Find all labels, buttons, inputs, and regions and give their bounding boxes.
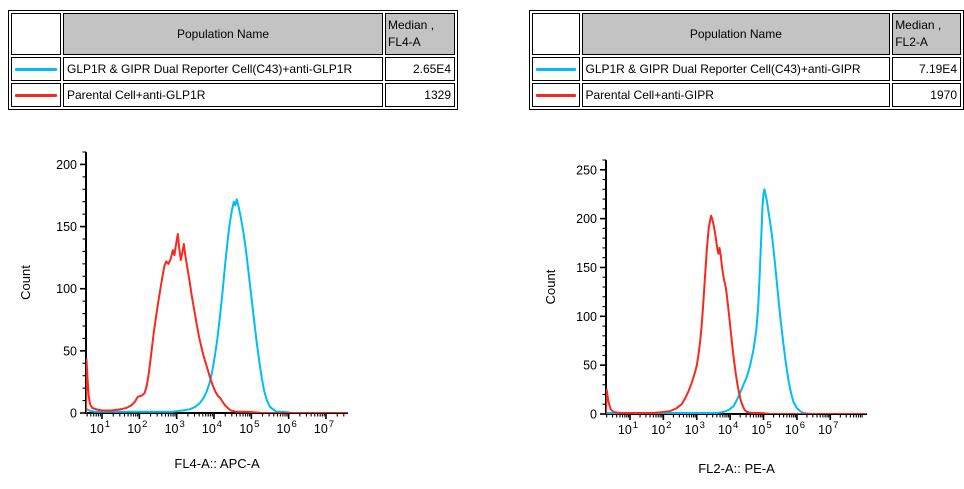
median-value: 2.65E4 xyxy=(385,57,455,81)
x-tick-label: 104 xyxy=(202,419,222,436)
swatch-cell xyxy=(11,83,61,107)
series-curve-0 xyxy=(606,188,867,414)
x-tick-exponent: 4 xyxy=(217,419,222,430)
population-median-table-left: Population Name Median , FL4-A GLP1R & G… xyxy=(8,10,458,110)
swatch-header-cell xyxy=(11,13,61,55)
table-row: Parental Cell+anti-GIPR 1970 xyxy=(532,83,961,107)
swatch-cell xyxy=(532,57,580,81)
y-tick-label: 100 xyxy=(56,282,77,296)
legend-table-left: Population Name Median , FL4-A GLP1R & G… xyxy=(8,10,458,110)
population-name: Parental Cell+anti-GIPR xyxy=(581,83,891,107)
x-tick-exponent: 6 xyxy=(291,419,296,430)
series-curve-1 xyxy=(606,214,867,414)
median-header-line2: FL4-A xyxy=(388,35,421,49)
x-tick-exponent: 6 xyxy=(800,420,805,431)
series-color-swatch xyxy=(535,67,576,71)
series-color-swatch xyxy=(535,93,576,97)
population-name: GLP1R & GIPR Dual Reporter Cell(C43)+ant… xyxy=(63,57,383,81)
y-axis-title: Count xyxy=(18,265,33,300)
population-median-table-right: Population Name Median , FL2-A GLP1R & G… xyxy=(529,10,964,110)
x-tick-exponent: 3 xyxy=(179,419,184,430)
x-tick-label: 103 xyxy=(685,420,705,437)
x-tick-exponent: 2 xyxy=(666,420,671,431)
median-value: 7.19E4 xyxy=(892,57,961,81)
table-header-row: Population Name Median , FL2-A xyxy=(532,13,961,55)
median-header: Median , FL4-A xyxy=(385,13,455,55)
x-tick-label: 102 xyxy=(127,419,147,436)
x-tick-exponent: 2 xyxy=(142,419,147,430)
x-tick-exponent: 1 xyxy=(633,420,638,431)
x-axis-title: FL2-A:: PE-A xyxy=(698,461,775,476)
x-tick-label: 104 xyxy=(718,420,738,437)
y-tick-label: 150 xyxy=(576,261,597,275)
median-header-line2: FL2-A xyxy=(895,35,928,49)
x-axis-title: FL4-A:: APC-A xyxy=(174,456,260,471)
x-tick-label: 103 xyxy=(165,419,185,436)
swatch-header-cell xyxy=(532,13,580,55)
y-axis-title: Count xyxy=(543,269,558,304)
median-header: Median , FL2-A xyxy=(892,13,961,55)
swatch-cell xyxy=(532,83,580,107)
population-name-header: Population Name xyxy=(581,13,891,55)
population-name: Parental Cell+anti-GLP1R xyxy=(63,83,383,107)
x-tick-exponent: 5 xyxy=(766,420,771,431)
x-tick-label: 101 xyxy=(90,419,110,436)
median-header-line1: Median , xyxy=(895,17,942,32)
y-tick-label: 150 xyxy=(56,220,77,234)
x-tick-label: 105 xyxy=(239,419,259,436)
y-tick-label: 100 xyxy=(576,310,597,324)
series-curve-0 xyxy=(86,198,348,413)
series-curve-1 xyxy=(86,233,348,413)
y-tick-label: 0 xyxy=(590,408,597,422)
swatch-cell xyxy=(11,57,61,81)
y-tick-label: 250 xyxy=(576,163,597,177)
x-tick-label: 106 xyxy=(277,419,297,436)
table-header-row: Population Name Median , FL4-A xyxy=(11,13,455,55)
legend-table-right: Population Name Median , FL2-A GLP1R & G… xyxy=(529,10,964,110)
y-tick-label: 200 xyxy=(56,158,77,172)
x-tick-label: 105 xyxy=(751,420,771,437)
axes xyxy=(600,159,867,420)
x-tick-exponent: 4 xyxy=(733,420,738,431)
series-color-swatch xyxy=(14,93,58,97)
series-color-swatch xyxy=(14,67,58,71)
y-tick-label: 0 xyxy=(70,407,77,421)
y-tick-label: 200 xyxy=(576,212,597,226)
x-tick-exponent: 1 xyxy=(105,419,110,430)
x-tick-label: 101 xyxy=(618,420,638,437)
median-header-line1: Median , xyxy=(388,17,435,32)
table-row: GLP1R & GIPR Dual Reporter Cell(C43)+ant… xyxy=(11,57,455,81)
x-tick-exponent: 7 xyxy=(329,419,334,430)
table-row: Parental Cell+anti-GLP1R 1329 xyxy=(11,83,455,107)
x-tick-label: 107 xyxy=(818,420,838,437)
x-tick-label: 106 xyxy=(785,420,805,437)
x-tick-label: 102 xyxy=(651,420,671,437)
axes xyxy=(80,151,348,419)
population-name: GLP1R & GIPR Dual Reporter Cell(C43)+ant… xyxy=(581,57,891,81)
x-tick-exponent: 3 xyxy=(700,420,705,431)
flow-histogram-chart-right: 0 50 100 150 200 250 101 102 103 104 105 106 107 FL2-… xyxy=(543,159,867,476)
median-value: 1329 xyxy=(385,83,455,107)
population-name-header: Population Name xyxy=(63,13,383,55)
x-tick-exponent: 7 xyxy=(833,420,838,431)
table-row: GLP1R & GIPR Dual Reporter Cell(C43)+ant… xyxy=(532,57,961,81)
median-value: 1970 xyxy=(892,83,961,107)
x-tick-exponent: 5 xyxy=(254,419,259,430)
y-tick-label: 50 xyxy=(63,344,77,358)
y-tick-label: 50 xyxy=(583,359,597,373)
x-tick-label: 107 xyxy=(314,419,334,436)
